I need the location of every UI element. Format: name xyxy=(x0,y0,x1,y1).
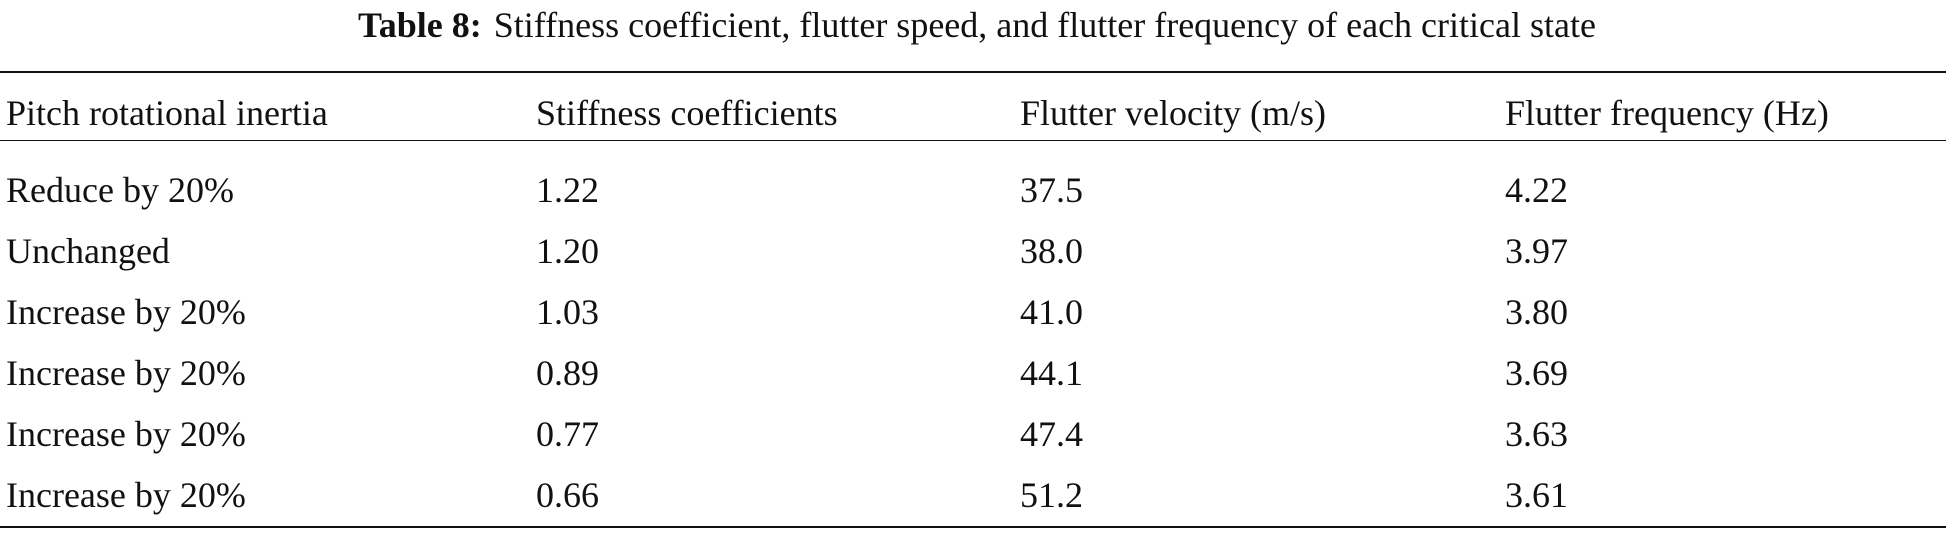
table-cell: 1.22 xyxy=(536,170,599,210)
table-cell: 41.0 xyxy=(1020,292,1083,332)
header-cell: Flutter frequency (Hz) xyxy=(1505,93,1829,133)
table-cell: 47.4 xyxy=(1020,414,1083,454)
table-cell: Unchanged xyxy=(6,231,170,271)
table-cell: 37.5 xyxy=(1020,170,1083,210)
table-cell: Reduce by 20% xyxy=(6,170,234,210)
table-caption: Table 8: Stiffness coefficient, flutter s… xyxy=(0,4,1954,46)
table-cell: 0.77 xyxy=(536,414,599,454)
header-rule xyxy=(0,140,1946,141)
table-cell: Increase by 20% xyxy=(6,475,246,515)
table-cell: 1.20 xyxy=(536,231,599,271)
table-cell: 1.03 xyxy=(536,292,599,332)
table-cell: 3.80 xyxy=(1505,292,1568,332)
table-cell: Increase by 20% xyxy=(6,292,246,332)
bottom-rule xyxy=(0,526,1946,528)
table-cell: 0.89 xyxy=(536,353,599,393)
header-cell: Pitch rotational inertia xyxy=(6,93,328,133)
table-cell: 4.22 xyxy=(1505,170,1568,210)
table-cell: 3.69 xyxy=(1505,353,1568,393)
table-label: Table 8: xyxy=(358,5,482,45)
table-cell: 3.97 xyxy=(1505,231,1568,271)
table-title: Stiffness coefficient, flutter speed, an… xyxy=(493,5,1596,45)
top-rule xyxy=(0,71,1946,73)
table-cell: Increase by 20% xyxy=(6,353,246,393)
table-cell: 3.61 xyxy=(1505,475,1568,515)
table-cell: 38.0 xyxy=(1020,231,1083,271)
header-cell: Flutter velocity (m/s) xyxy=(1020,93,1326,133)
table-cell: 51.2 xyxy=(1020,475,1083,515)
table-cell: 44.1 xyxy=(1020,353,1083,393)
table-cell: 0.66 xyxy=(536,475,599,515)
header-cell: Stiffness coefficients xyxy=(536,93,838,133)
table-cell: 3.63 xyxy=(1505,414,1568,454)
table-cell: Increase by 20% xyxy=(6,414,246,454)
